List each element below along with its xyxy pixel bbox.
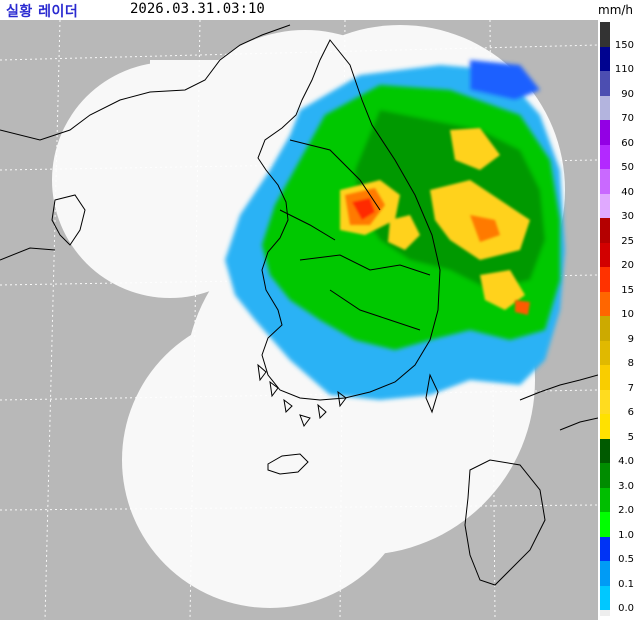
legend-swatch	[600, 267, 610, 292]
legend-swatch	[600, 144, 610, 169]
legend-swatch	[600, 536, 610, 561]
legend-label: 50	[621, 162, 634, 173]
legend-swatch	[600, 95, 610, 120]
legend-label: 1.0	[618, 529, 634, 541]
legend-label: 60	[621, 137, 634, 149]
legend-label: 8	[627, 358, 634, 369]
coastlines	[0, 24, 599, 586]
legend-swatch	[600, 487, 610, 512]
legend-swatch	[600, 242, 610, 267]
legend-label: 20	[621, 260, 634, 271]
legend-swatch	[600, 389, 610, 414]
legend-swatch	[600, 169, 610, 194]
page-title: 실황 레이더	[6, 4, 79, 20]
radar-map-canvas	[0, 19, 599, 620]
legend-swatch	[600, 585, 610, 610]
legend-swatch	[600, 561, 610, 586]
legend-label: 0.1	[618, 578, 634, 590]
legend-label: 2.0	[618, 505, 634, 516]
legend-label: 15	[621, 284, 634, 296]
legend-label: 90	[621, 88, 634, 100]
legend-label: 9	[627, 333, 634, 345]
legend-swatch	[600, 463, 610, 488]
legend-label: 3.0	[618, 480, 634, 492]
legend-unit-label: mm/h	[598, 3, 634, 17]
legend-label: 40	[621, 186, 634, 198]
legend-label: 150	[614, 39, 634, 51]
legend-swatch	[600, 512, 610, 537]
legend-label: 110	[614, 64, 634, 75]
radar-map[interactable]	[0, 19, 599, 620]
legend-swatch	[600, 365, 610, 390]
legend-label: 0.5	[618, 554, 634, 565]
legend-swatch	[600, 193, 610, 218]
legend-label: 4.0	[618, 456, 634, 467]
legend-swatch	[600, 71, 610, 96]
legend-swatch	[600, 46, 610, 71]
legend-label: 70	[621, 113, 634, 124]
legend-swatch	[600, 340, 610, 365]
legend-label: 0.0	[618, 603, 634, 614]
precip-orange-red	[345, 188, 530, 315]
legend-label: 6	[627, 407, 634, 418]
observation-timestamp: 2026.03.31.03:10	[130, 1, 265, 17]
legend-swatch	[600, 438, 610, 463]
legend-swatch	[600, 120, 610, 145]
legend-swatch	[600, 22, 610, 47]
legend-swatch-baseline	[600, 610, 610, 616]
legend-label: 25	[621, 235, 634, 247]
legend-label: 7	[627, 382, 634, 394]
island-clusters	[257, 363, 347, 428]
header-bar: 실황 레이더 2026.03.31.03:10 mm/h	[0, 0, 635, 20]
legend-label: 10	[621, 309, 634, 320]
legend-label: 30	[621, 211, 634, 222]
precip-legend: 150 110 90 70 60 50 40 30 25 20 15 10 9 8 7 6 5 4.0 3.0 2.0…	[598, 20, 635, 620]
legend-swatch	[600, 218, 610, 243]
legend-swatch	[600, 316, 610, 341]
legend-swatch	[600, 414, 610, 439]
legend-swatch	[600, 291, 610, 316]
legend-label: 5	[627, 431, 634, 443]
